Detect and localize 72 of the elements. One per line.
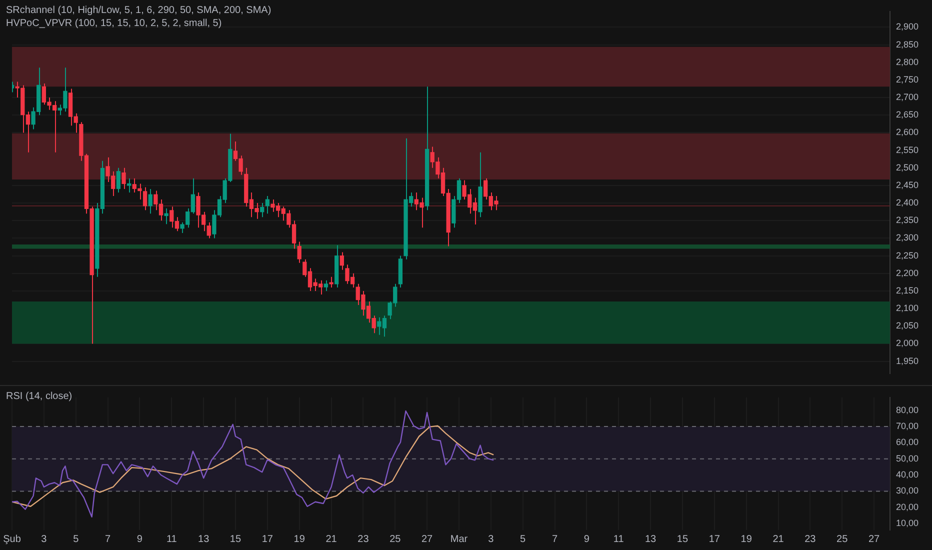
y-tick-label: 2,850 — [896, 39, 919, 50]
x-tick-label: 27 — [868, 534, 880, 545]
y-tick-label: 2,900 — [896, 22, 919, 32]
candlestick — [265, 196, 270, 214]
x-tick-label: 23 — [804, 534, 816, 545]
candlestick — [142, 186, 148, 211]
y-tick-label: 10,00 — [896, 518, 919, 528]
x-tick-label: 21 — [772, 534, 784, 545]
y-tick-label: 50,00 — [896, 453, 919, 464]
y-tick-label: 2,350 — [896, 215, 919, 226]
annotation: HVPoC_VPVR (100, 15, 15, 10, 2, 5, 2, small, 5) — [6, 17, 223, 30]
x-tick-label: 15 — [230, 534, 242, 545]
x-tick-label: 17 — [708, 534, 720, 545]
x-tick-label: 3 — [41, 534, 48, 545]
x-tick-label: 11 — [166, 534, 178, 545]
y-tick-label: 40,00 — [896, 470, 919, 480]
x-tick-label: 15 — [676, 534, 688, 545]
y-tick-label: 30,00 — [896, 486, 919, 496]
y-tick-label: 2,550 — [896, 144, 919, 155]
y-tick-label: 2,450 — [896, 180, 919, 190]
candlestick — [148, 188, 152, 214]
x-tick-label: 5 — [73, 534, 80, 545]
x-tick-label: 19 — [740, 534, 752, 545]
x-tick-label: 19 — [294, 534, 306, 545]
y-tick-label: 2,400 — [896, 198, 919, 208]
y-tick-label: 2,300 — [896, 232, 919, 243]
y-tick-label: 20,00 — [896, 502, 919, 512]
annotation: RSI (14, close) — [6, 390, 72, 403]
annotation: SRchannel (10, High/Low, 5, 1, 6, 290, 50, SMA, 200, SMA) — [6, 4, 272, 17]
candlestick — [126, 178, 132, 193]
candlestick — [297, 241, 302, 264]
candlestick — [340, 252, 344, 270]
y-tick-label: 2,700 — [896, 92, 919, 102]
x-tick-label: 9 — [136, 534, 143, 545]
x-tick-label: 23 — [358, 534, 370, 545]
x-tick-label: 25 — [836, 534, 848, 545]
y-tick-label: 2,150 — [896, 285, 919, 296]
x-tick-label: 13 — [198, 534, 210, 545]
x-tick-label: Şub — [3, 534, 22, 545]
x-tick-label: 27 — [421, 534, 434, 545]
x-tick-label: 13 — [644, 534, 657, 545]
candlestick — [206, 222, 211, 239]
candlestick — [122, 167, 126, 190]
y-tick-label: 2,200 — [896, 268, 919, 278]
y-tick-label: 80,00 — [896, 404, 919, 415]
x-tick-label: 21 — [326, 534, 338, 545]
x-tick-label: 11 — [613, 534, 624, 545]
y-tick-label: 2,600 — [896, 127, 919, 138]
x-tick-label: 7 — [105, 534, 111, 545]
x-tick-label: 3 — [488, 534, 494, 545]
candlestick — [116, 167, 121, 193]
y-tick-label: 2,250 — [896, 250, 919, 260]
y-tick-label: 2,500 — [896, 162, 919, 172]
y-tick-label: 70,00 — [896, 420, 919, 431]
candlestick — [329, 276, 334, 288]
y-tick-label: 2,050 — [896, 320, 919, 331]
y-tick-label: 1,950 — [896, 356, 919, 366]
x-tick-label: 5 — [520, 534, 526, 545]
y-tick-label: 60,00 — [896, 437, 919, 448]
candlestick — [164, 208, 168, 225]
x-tick-label: 7 — [552, 534, 558, 545]
y-tick-label: 2,800 — [896, 56, 919, 67]
y-tick-label: 2,650 — [896, 110, 919, 120]
x-tick-label: 25 — [390, 534, 402, 545]
y-tick-label: 2,750 — [896, 74, 919, 84]
y-tick-label: 2,000 — [896, 338, 919, 348]
candlestick — [260, 202, 264, 218]
x-tick-label: Mar — [450, 534, 468, 545]
x-tick-label: 9 — [584, 534, 590, 545]
candlestick — [324, 280, 328, 292]
x-tick-label: 17 — [262, 534, 274, 545]
y-tick-label: 2,100 — [896, 303, 919, 314]
